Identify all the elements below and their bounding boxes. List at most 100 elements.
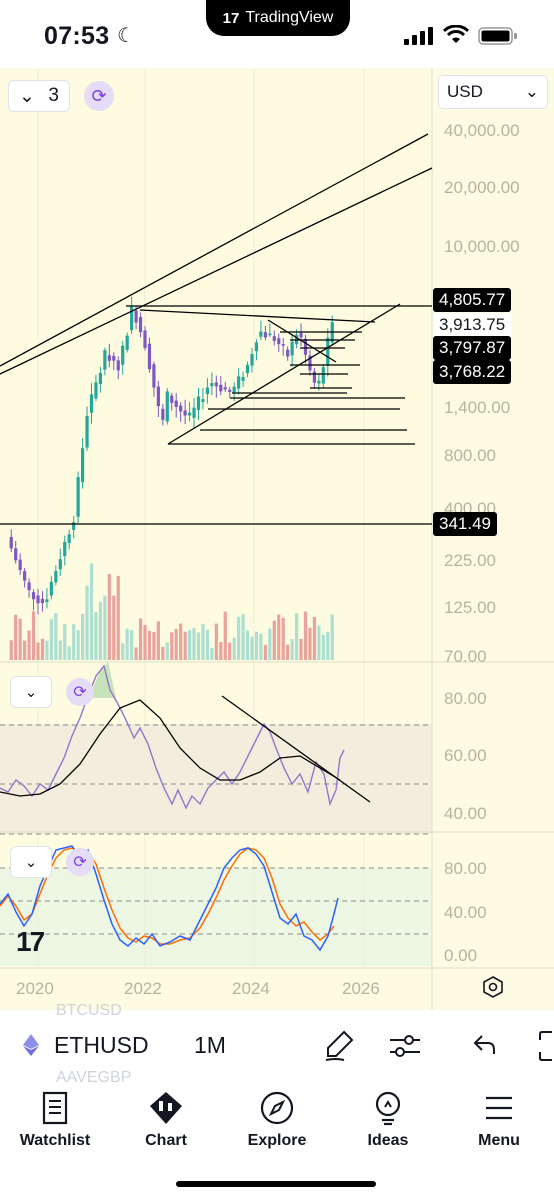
volume-bar bbox=[223, 611, 227, 660]
tab-chart[interactable]: Chart bbox=[111, 1082, 221, 1150]
volume-bar bbox=[312, 616, 317, 660]
volume-bar bbox=[254, 631, 259, 660]
volume-bar bbox=[31, 611, 36, 660]
volume-bar bbox=[241, 614, 245, 660]
rsi-ma-line bbox=[0, 699, 341, 797]
volume-bar bbox=[187, 630, 192, 660]
volume-bar bbox=[321, 634, 325, 660]
rsi-sync-icon[interactable]: ⟳ bbox=[66, 678, 94, 706]
price-tick-225: 225.00 bbox=[444, 551, 496, 570]
volume-bar bbox=[196, 632, 201, 660]
candle-body bbox=[214, 382, 218, 387]
volume-bar bbox=[130, 630, 134, 660]
volume-bar bbox=[58, 640, 62, 660]
candle-body bbox=[80, 448, 85, 483]
pen-icon[interactable] bbox=[322, 1028, 356, 1062]
chart-canvas[interactable]: 40,000.00 20,000.00 10,000.00 1,400.00 8… bbox=[0, 68, 554, 1010]
volume-bar bbox=[237, 616, 241, 660]
time-tick-2024: 2024 bbox=[232, 979, 270, 998]
app-pill-label: TradingView bbox=[245, 9, 334, 26]
volume-bar bbox=[72, 624, 76, 660]
tab-ideas[interactable]: Ideas bbox=[333, 1082, 443, 1150]
candle-body bbox=[72, 522, 76, 530]
candle-body bbox=[179, 405, 183, 412]
sync-icon[interactable]: ⟳ bbox=[84, 81, 114, 111]
tab-label-watchlist: Watchlist bbox=[19, 1132, 91, 1149]
candle-body bbox=[277, 338, 281, 345]
tab-explore[interactable]: Explore bbox=[222, 1082, 332, 1150]
volume-bar bbox=[268, 628, 272, 660]
candle-body bbox=[112, 355, 116, 361]
volume-bar bbox=[232, 637, 236, 660]
chevron-down-icon: ⌄ bbox=[19, 85, 35, 107]
price-tick-125: 125.00 bbox=[444, 598, 496, 617]
candle-body bbox=[31, 592, 36, 600]
volume-bar bbox=[116, 575, 120, 660]
undo-icon[interactable] bbox=[472, 1032, 498, 1058]
rsi-tick-80: 80.00 bbox=[444, 689, 487, 708]
candle-body bbox=[143, 330, 147, 349]
volume-bar bbox=[134, 647, 138, 660]
volume-bar bbox=[156, 621, 160, 660]
settings-icon[interactable] bbox=[481, 975, 505, 999]
candle-body bbox=[321, 367, 325, 384]
volume-bar bbox=[23, 640, 27, 660]
volume-bar bbox=[259, 633, 263, 660]
stoch-collapse-button[interactable]: ⌄ bbox=[10, 846, 52, 878]
price-tick-70: 70.00 bbox=[444, 647, 487, 666]
candle-body bbox=[125, 335, 129, 350]
sliders-icon[interactable] bbox=[388, 1030, 422, 1062]
candle-body bbox=[326, 337, 330, 366]
candle-body bbox=[18, 559, 22, 571]
volume-bar bbox=[250, 636, 254, 660]
home-indicator bbox=[176, 1181, 376, 1187]
tradingview-logo-icon: 17 bbox=[222, 9, 240, 27]
volume-bar bbox=[18, 618, 22, 660]
volume-bar bbox=[63, 623, 67, 660]
chevron-down-icon: ⌄ bbox=[24, 854, 38, 871]
candle-body bbox=[183, 410, 187, 416]
volume-bar bbox=[290, 638, 294, 660]
volume-bar bbox=[317, 625, 321, 660]
volume-bar bbox=[112, 595, 116, 660]
tab-label-ideas: Ideas bbox=[367, 1132, 409, 1149]
currency-selector[interactable]: USD ⌄ bbox=[438, 75, 548, 109]
volume-bar bbox=[36, 642, 40, 660]
candle-body bbox=[103, 350, 107, 370]
stoch-sync-icon[interactable]: ⟳ bbox=[66, 848, 94, 876]
chart-icon bbox=[150, 1092, 182, 1124]
rsi-collapse-button[interactable]: ⌄ bbox=[10, 676, 52, 708]
candle-body bbox=[76, 477, 80, 517]
candle-body bbox=[170, 395, 174, 403]
layout-selector-button[interactable]: ⌄ 3 bbox=[8, 80, 70, 112]
candle-body bbox=[165, 391, 169, 422]
candle-body bbox=[54, 570, 58, 583]
volume-bar bbox=[183, 631, 187, 660]
candle-body bbox=[219, 384, 223, 392]
chart-area[interactable]: 40,000.00 20,000.00 10,000.00 1,400.00 8… bbox=[0, 68, 554, 1010]
symbol-name[interactable]: ETHUSD bbox=[54, 1032, 149, 1058]
volume-bar bbox=[326, 632, 330, 660]
candle-body bbox=[187, 412, 192, 416]
price-tick-40000: 40,000.00 bbox=[444, 121, 520, 140]
volume-bar bbox=[125, 628, 129, 660]
volume-bar bbox=[85, 585, 89, 660]
volume-bar bbox=[9, 640, 13, 660]
candle-body bbox=[147, 343, 152, 370]
candle-body bbox=[263, 332, 267, 338]
interval-button[interactable]: 1M bbox=[194, 1032, 226, 1058]
moon-icon: ☾ bbox=[117, 25, 135, 47]
candle-body bbox=[63, 541, 67, 557]
fullscreen-icon[interactable] bbox=[536, 1030, 554, 1062]
candle-body bbox=[237, 376, 241, 389]
price-tick-1400: 1,400.00 bbox=[444, 398, 510, 417]
ghost-symbol-below: AAVEGBP bbox=[56, 1069, 132, 1086]
candle-body bbox=[85, 415, 89, 448]
candle-body bbox=[196, 396, 201, 410]
tab-menu[interactable]: Menu bbox=[444, 1082, 554, 1150]
candle-body bbox=[241, 377, 245, 381]
volume-bar bbox=[228, 642, 232, 660]
volume-bar bbox=[103, 595, 107, 660]
rsi-tick-60: 60.00 bbox=[444, 746, 487, 765]
tab-watchlist[interactable]: Watchlist bbox=[0, 1082, 110, 1150]
